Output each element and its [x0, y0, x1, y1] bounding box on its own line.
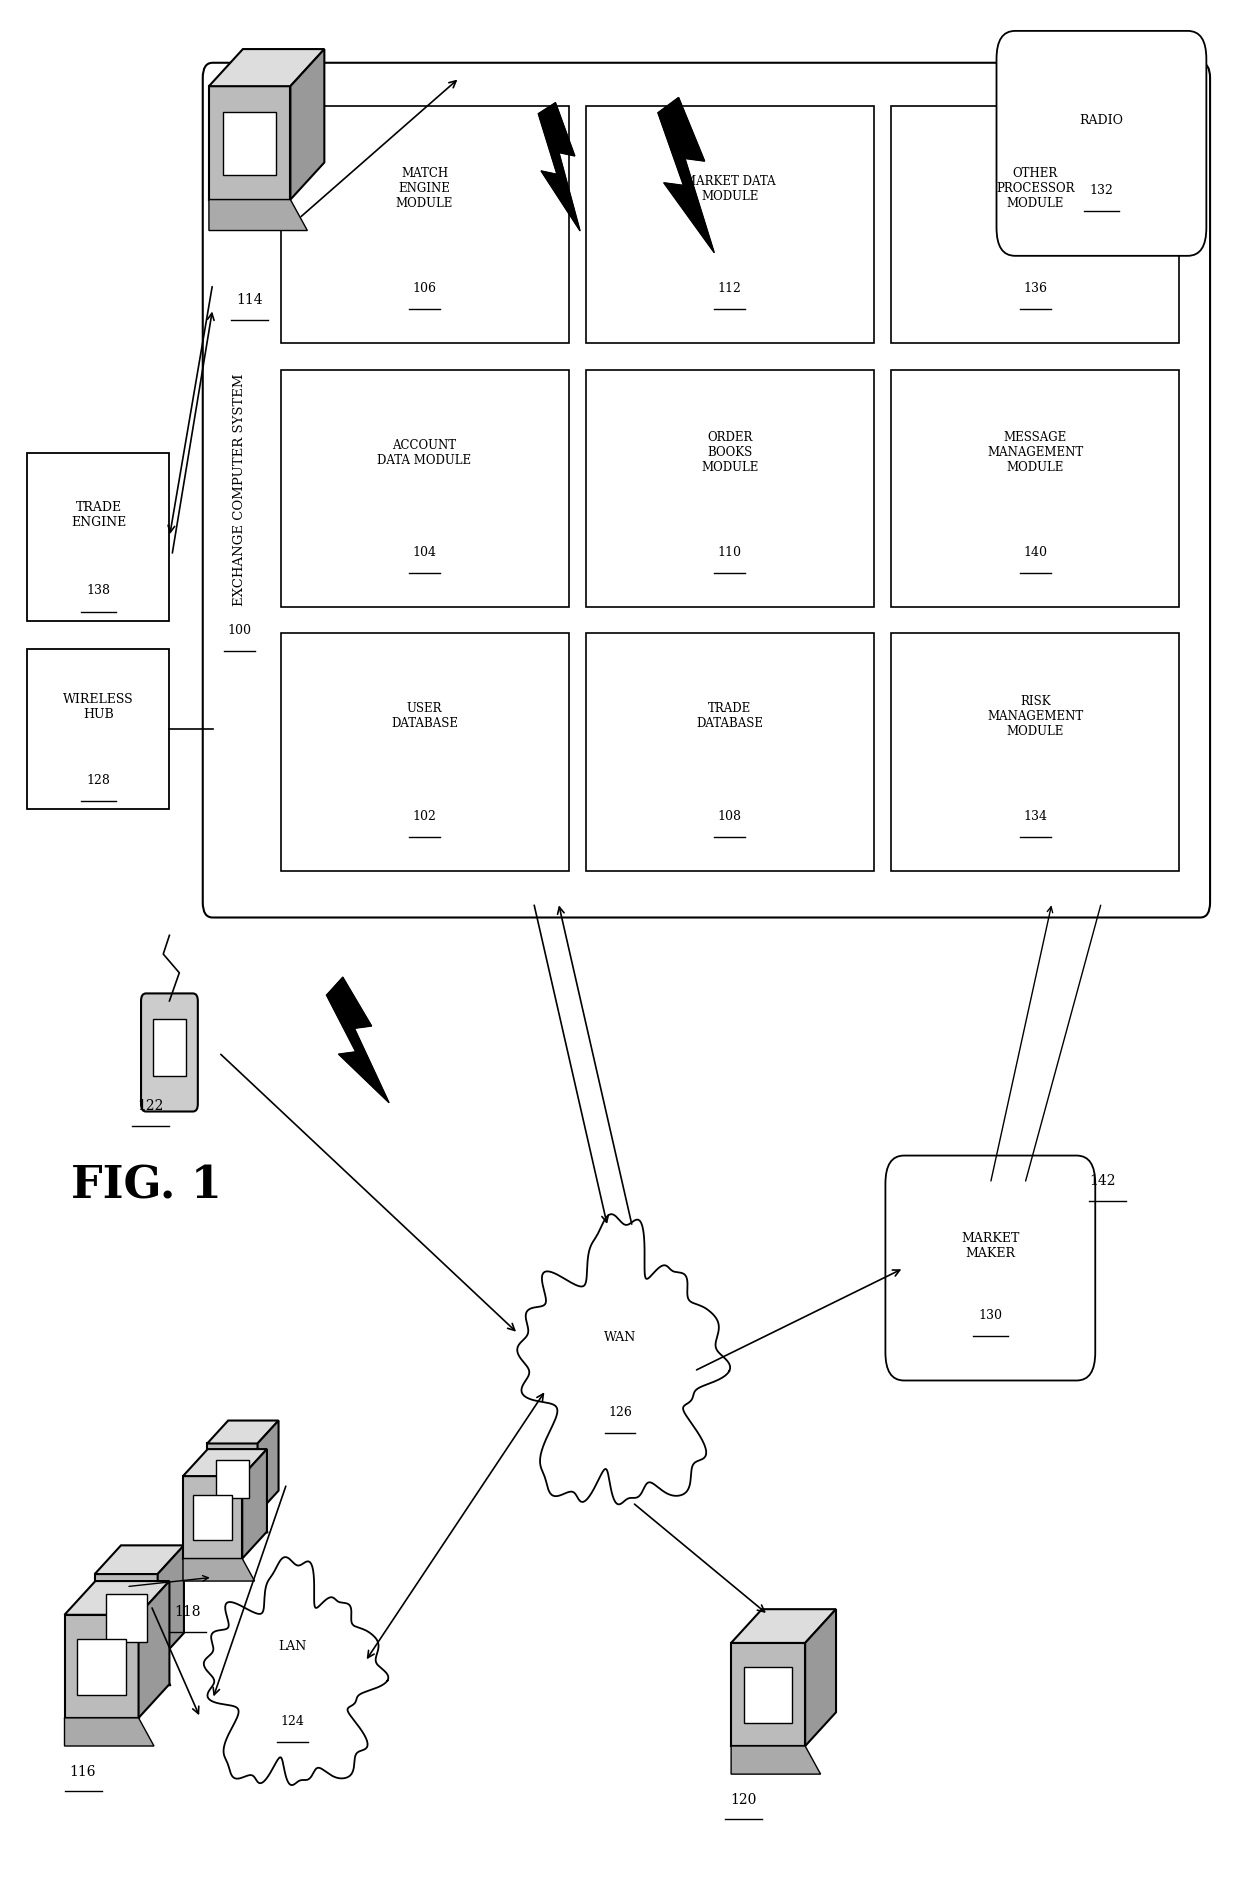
Text: 140: 140 — [1023, 545, 1048, 558]
FancyBboxPatch shape — [77, 1639, 125, 1696]
Polygon shape — [208, 199, 308, 231]
Text: USER
DATABASE: USER DATABASE — [391, 703, 458, 729]
Polygon shape — [208, 86, 290, 199]
Text: TRADE
ENGINE: TRADE ENGINE — [71, 500, 126, 528]
Text: 126: 126 — [608, 1406, 632, 1419]
Text: 122: 122 — [138, 1100, 164, 1113]
Polygon shape — [290, 49, 325, 199]
FancyBboxPatch shape — [153, 1019, 186, 1075]
Text: 100: 100 — [228, 624, 252, 637]
Text: RISK
MANAGEMENT
MODULE: RISK MANAGEMENT MODULE — [987, 696, 1084, 737]
FancyBboxPatch shape — [216, 1459, 249, 1498]
Text: ORDER
BOOKS
MODULE: ORDER BOOKS MODULE — [701, 431, 759, 474]
FancyBboxPatch shape — [892, 370, 1179, 607]
Text: MATCH
ENGINE
MODULE: MATCH ENGINE MODULE — [396, 167, 454, 211]
Text: MESSAGE
MANAGEMENT
MODULE: MESSAGE MANAGEMENT MODULE — [987, 431, 1084, 474]
Text: RADIO: RADIO — [1080, 115, 1123, 128]
Polygon shape — [732, 1609, 836, 1643]
Polygon shape — [732, 1747, 821, 1775]
Text: MARKET DATA
MODULE: MARKET DATA MODULE — [684, 175, 776, 203]
Text: 110: 110 — [718, 545, 742, 558]
Polygon shape — [64, 1581, 170, 1615]
FancyBboxPatch shape — [27, 453, 170, 622]
Polygon shape — [658, 98, 714, 252]
FancyBboxPatch shape — [141, 993, 198, 1111]
Text: 106: 106 — [413, 282, 436, 295]
Polygon shape — [326, 978, 389, 1104]
Text: WIRELESS
HUB: WIRELESS HUB — [63, 692, 134, 720]
FancyBboxPatch shape — [223, 113, 277, 175]
Text: 108: 108 — [718, 810, 742, 823]
Text: TRADE
DATABASE: TRADE DATABASE — [697, 703, 764, 729]
FancyBboxPatch shape — [892, 105, 1179, 344]
FancyBboxPatch shape — [585, 634, 874, 870]
Text: 102: 102 — [413, 810, 436, 823]
FancyBboxPatch shape — [27, 649, 170, 808]
Text: 128: 128 — [87, 773, 110, 786]
Text: WAN: WAN — [604, 1331, 636, 1344]
FancyBboxPatch shape — [280, 370, 569, 607]
Text: 116: 116 — [69, 1765, 97, 1778]
Text: 130: 130 — [978, 1308, 1002, 1322]
Text: 112: 112 — [718, 282, 742, 295]
Polygon shape — [94, 1545, 184, 1574]
Polygon shape — [203, 1557, 388, 1786]
Text: 138: 138 — [87, 585, 110, 598]
FancyBboxPatch shape — [105, 1594, 146, 1643]
Text: 142: 142 — [1089, 1175, 1116, 1188]
Polygon shape — [538, 103, 580, 231]
Polygon shape — [732, 1643, 805, 1747]
Polygon shape — [242, 1449, 267, 1559]
FancyBboxPatch shape — [193, 1495, 232, 1540]
Text: FIG. 1: FIG. 1 — [71, 1166, 222, 1209]
Polygon shape — [207, 1513, 268, 1532]
FancyBboxPatch shape — [585, 105, 874, 344]
FancyBboxPatch shape — [585, 370, 874, 607]
Polygon shape — [184, 1449, 267, 1476]
Polygon shape — [805, 1609, 836, 1747]
FancyBboxPatch shape — [997, 30, 1207, 256]
FancyBboxPatch shape — [280, 634, 569, 870]
Text: MARKET
MAKER: MARKET MAKER — [961, 1231, 1019, 1260]
FancyBboxPatch shape — [744, 1668, 792, 1724]
Text: LAN: LAN — [279, 1639, 308, 1653]
Polygon shape — [139, 1581, 170, 1718]
FancyBboxPatch shape — [885, 1156, 1095, 1380]
Polygon shape — [207, 1421, 279, 1444]
Text: 104: 104 — [413, 545, 436, 558]
Polygon shape — [517, 1214, 730, 1504]
FancyBboxPatch shape — [280, 105, 569, 344]
Text: OTHER
PROCESSOR
MODULE: OTHER PROCESSOR MODULE — [996, 167, 1074, 211]
Polygon shape — [157, 1545, 184, 1662]
Polygon shape — [207, 1444, 258, 1513]
Text: 136: 136 — [1023, 282, 1048, 295]
Text: 114: 114 — [237, 293, 263, 306]
Polygon shape — [184, 1559, 254, 1581]
Text: ACCOUNT
DATA MODULE: ACCOUNT DATA MODULE — [377, 438, 471, 466]
Polygon shape — [94, 1662, 171, 1686]
Text: 132: 132 — [1090, 184, 1114, 197]
Text: 120: 120 — [730, 1794, 756, 1807]
Text: EXCHANGE COMPUTER SYSTEM: EXCHANGE COMPUTER SYSTEM — [233, 374, 247, 607]
Text: 124: 124 — [281, 1715, 305, 1728]
Text: 134: 134 — [1023, 810, 1048, 823]
Polygon shape — [64, 1615, 139, 1718]
Polygon shape — [184, 1476, 242, 1559]
Polygon shape — [94, 1574, 157, 1662]
FancyBboxPatch shape — [892, 634, 1179, 870]
Polygon shape — [258, 1421, 279, 1513]
Text: 118: 118 — [175, 1606, 201, 1619]
Polygon shape — [208, 49, 325, 86]
FancyBboxPatch shape — [203, 62, 1210, 917]
Polygon shape — [64, 1718, 154, 1747]
